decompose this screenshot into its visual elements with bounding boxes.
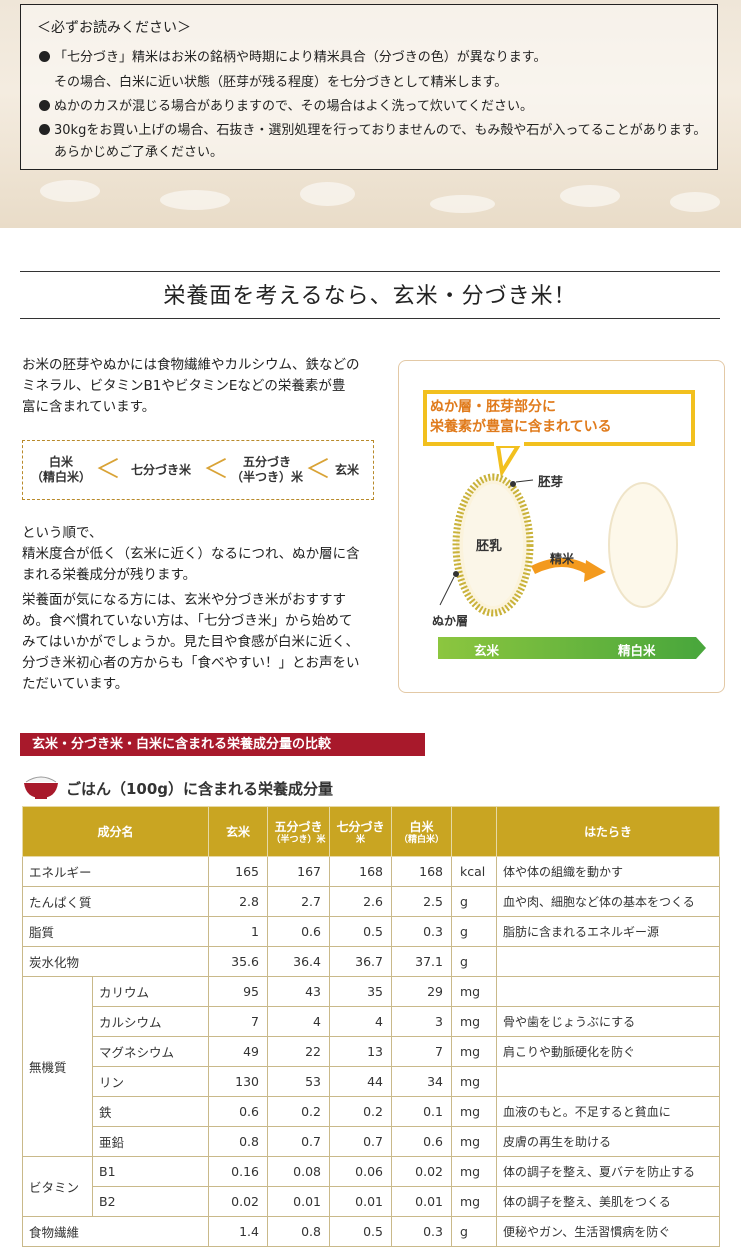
table-subtitle: ごはん（100g）に含まれる栄養成分量 (66, 780, 334, 798)
notice-title: ＜必ずお読みください＞ (37, 20, 191, 36)
heading-rule (20, 318, 720, 319)
germ-leader (515, 479, 534, 483)
table-row: マグネシウム 49 22 13 7 mg 肩こりや動脈硬化を防ぐ (23, 1036, 720, 1067)
polish-order-box: 白米 （精白米） ＜ 七分づき米 ＜ 五分づき （半つき）米 ＜ 玄米 (22, 440, 374, 500)
gradient-right-label: 精白米 (618, 643, 656, 658)
bran-label: ぬか層 (432, 614, 469, 628)
table-row: 無機質 カリウム 95 43 35 29 mg (22, 976, 720, 1157)
header-5bun: 五分づき （半つき）米 (267, 806, 330, 857)
body-line: まれる栄養成分が残ります。 (22, 567, 197, 583)
endosperm-label: 胚乳 (476, 539, 503, 554)
bullet-icon (39, 100, 50, 111)
header-function: はたらき (496, 806, 720, 857)
germ-label: 胚芽 (538, 474, 564, 489)
rice-background-band (0, 0, 741, 228)
polish-gradient-bar (438, 637, 696, 659)
germ-dot (510, 481, 516, 487)
notice-box: ＜必ずお読みください＞ 「七分づき」精米はお米の銘柄や時期により精米具合（分づき… (20, 4, 718, 170)
table-row: カルシウム 7 4 4 3 mg 骨や歯をじょうぶにする (23, 1006, 720, 1037)
gradient-arrow-icon (696, 637, 706, 659)
callout-pointer-mask (494, 440, 524, 446)
bran-dot (453, 571, 459, 577)
header-name: 成分名 (22, 806, 209, 857)
order-brown-rice: 玄米 (334, 463, 359, 477)
notice-line: 30kgをお買い上げの場合、石抜き・選別処理を行っておりませんので、もみ殻や石が… (39, 119, 706, 138)
order-7bun: 七分づき米 (130, 463, 191, 477)
vitamin-group-label: ビタミン (22, 1156, 93, 1217)
notice-line: ぬかのカスが混じる場合がありますので、その場合はよく洗って炊いてください。 (39, 95, 533, 114)
header-unit (451, 806, 497, 857)
table-row: 食物繊維 1.4 0.8 0.5 0.3 g 便秘やガン、生活習慣病を防ぐ (22, 1216, 720, 1247)
section-title-bar: 玄米・分づき米・白米に含まれる栄養成分量の比較 (20, 733, 425, 756)
body-line: ただいています。 (22, 676, 129, 692)
nutrition-table: 成分名 玄米 五分づき （半つき）米 七分づき米 白米 （精白米） はたらき エネル… (22, 806, 720, 1247)
header-genmai: 玄米 (208, 806, 268, 857)
callout-text: ぬか層・胚芽部分に 栄養素が豊富に含まれている (430, 399, 612, 435)
notice-line: 「七分づき」精米はお米の銘柄や時期により精米具合（分づきの色）が異なります。 (39, 46, 546, 65)
intro-line: お米の胚芽やぬかには食物繊維やカルシウム、鉄などの (22, 357, 360, 373)
table-row: 亜鉛 0.8 0.7 0.7 0.6 mg 皮膚の再生を助ける (23, 1126, 720, 1157)
table-row: ビタミン B1 0.16 0.08 0.06 0.02 mg 体の調子を整え、夏バテを防止す… (22, 1156, 720, 1217)
body-line: みてはいかがでしょうか。見た目や食感が白米に近く、 (22, 634, 359, 650)
gradient-left-label: 玄米 (474, 643, 500, 658)
table-row: たんぱく質 2.8 2.7 2.6 2.5 g 血や肉、細胞など体の基本をつくる (22, 886, 720, 917)
table-row: エネルギー 165 167 168 168 kcal 体や体の組織を動かす (22, 856, 720, 887)
body-line: 精米度合が低く（玄米に近く）なるにつれ、ぬか層に含 (22, 546, 360, 562)
rice-grain-illustration (439, 440, 678, 617)
table-row: 炭水化物 35.6 36.4 36.7 37.1 g (22, 946, 720, 977)
intro-line: ミネラル、ビタミンB1やビタミンEなどの栄養素が豊 (22, 378, 346, 394)
body-line: 栄養面が気になる方には、玄米や分づき米がおすすす (22, 592, 346, 608)
body-line: め。食べ慣れていない方は、「七分づき米」から始めて (22, 613, 353, 629)
callout-pointer (495, 444, 522, 478)
bran-leader (439, 576, 455, 606)
polish-label: 精米 (550, 552, 575, 566)
polish-arrowhead (584, 560, 606, 582)
less-than-icon: ＜ (95, 455, 122, 485)
heading-rule (20, 271, 720, 272)
table-row: 鉄 0.6 0.2 0.2 0.1 mg 血液のもと。不足すると貧血に (23, 1096, 720, 1127)
bullet-icon (39, 124, 50, 135)
endosperm-area (463, 484, 523, 606)
table-header-row: 成分名 玄米 五分づき （半つき）米 七分づき米 白米 （精白米） はたらき (22, 806, 720, 857)
header-7bun: 七分づき米 (329, 806, 392, 857)
bullet-icon (39, 51, 50, 62)
order-5bun: 五分づき （半つき）米 (230, 455, 303, 484)
less-than-icon: ＜ (203, 455, 230, 485)
table-row: 脂質 1 0.6 0.5 0.3 g 脂肪に含まれるエネルギー源 (22, 916, 720, 947)
order-white-rice: 白米 （精白米） (31, 455, 92, 484)
notice-line: その場合、白米に近い状態（胚芽が残る程度）を七分づきとして精米します。 (54, 75, 508, 90)
white-rice-grain (608, 482, 678, 608)
body-line: という順で、 (22, 525, 103, 541)
page-heading: 栄養面を考えるなら、玄米・分づき米！ (163, 284, 577, 309)
intro-line: 富に含まれています。 (22, 399, 156, 415)
header-hakumai: 白米 （精白米） (391, 806, 452, 857)
callout-box (423, 390, 695, 446)
notice-line: あらかじめご了承ください。 (54, 145, 224, 160)
table-row: リン 130 53 44 34 mg (23, 1066, 720, 1097)
mineral-group-label: 無機質 (22, 976, 93, 1157)
body-line: 分づき米初心者の方からも「食べやすい！」とお声をい (22, 655, 360, 671)
table-row: B2 0.02 0.01 0.01 0.01 mg 体の調子を整え、美肌をつくる (23, 1186, 720, 1217)
rice-bowl-icon (24, 776, 58, 799)
polish-arrow (530, 558, 591, 575)
less-than-icon: ＜ (305, 455, 332, 485)
